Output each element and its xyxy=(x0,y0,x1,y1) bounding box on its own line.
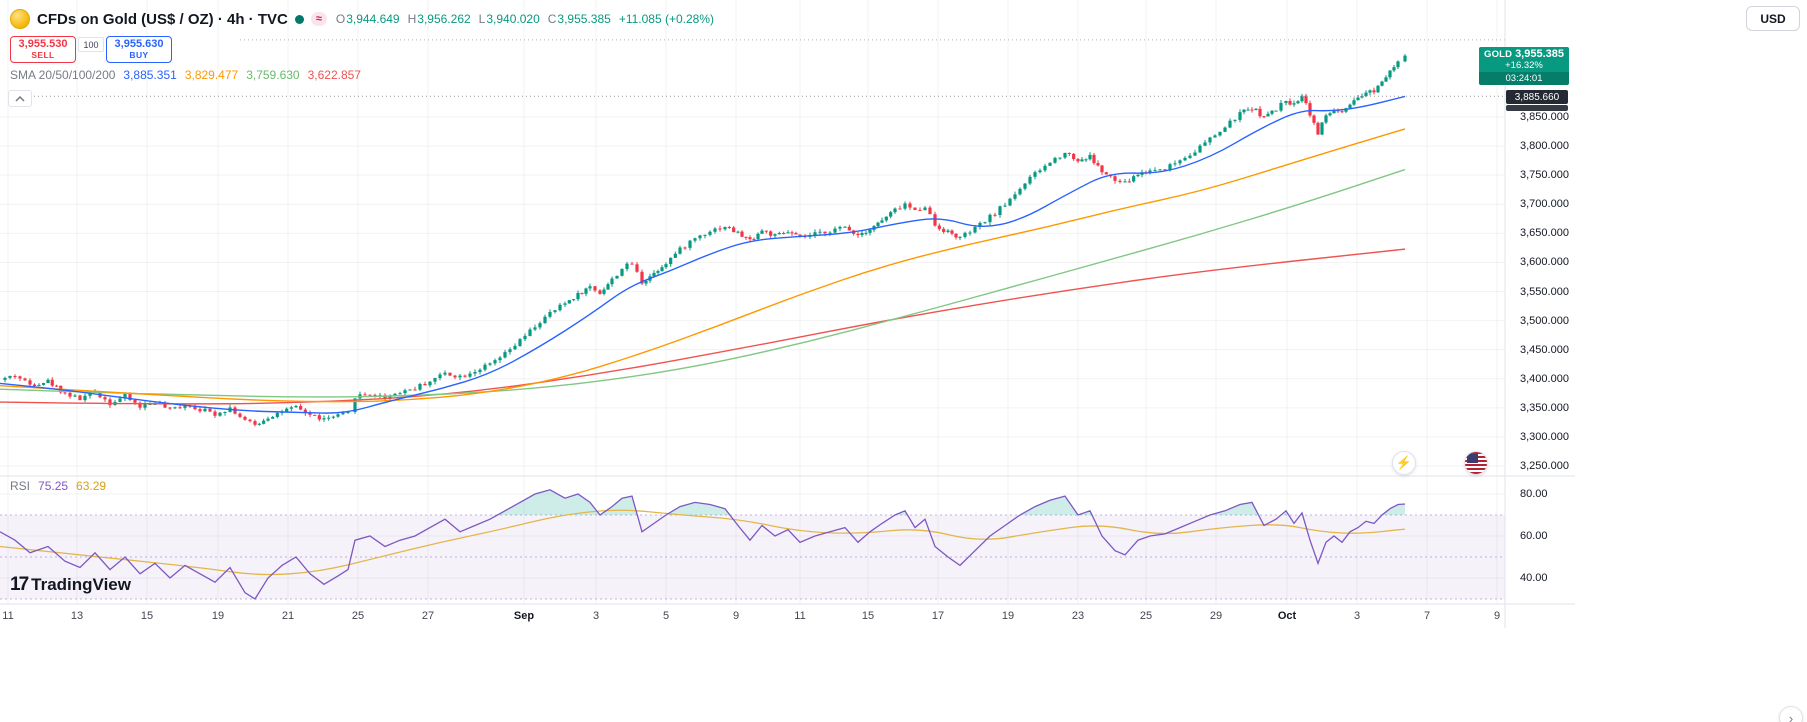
chevron-right-icon: › xyxy=(1788,710,1794,722)
price-axis-label: 3,300.000 xyxy=(1520,430,1569,443)
symbol-title[interactable]: CFDs on Gold (US$ / OZ) · 4h · TVC xyxy=(37,10,288,28)
time-axis-label: 23 xyxy=(1071,610,1085,622)
time-axis-label: 19 xyxy=(211,610,225,622)
sma200-value: 3,622.857 xyxy=(307,68,361,82)
badge-change-pct: +16.32% xyxy=(1505,60,1543,71)
sell-button[interactable]: 3,955.530 SELL xyxy=(10,36,76,63)
time-axis-label: 3 xyxy=(592,610,600,622)
time-axis-label: 17 xyxy=(931,610,945,622)
tradingview-logo[interactable]: 17 TradingView xyxy=(10,574,131,595)
time-axis-label: 15 xyxy=(861,610,875,622)
price-axis-label: 3,800.000 xyxy=(1520,140,1569,153)
time-axis-label: 15 xyxy=(140,610,154,622)
pane-collapse-button[interactable] xyxy=(8,90,32,107)
time-axis-label: Sep xyxy=(513,610,535,622)
time-axis-label: 9 xyxy=(732,610,740,622)
time-axis-label: 7 xyxy=(1423,610,1431,622)
price-axis-label: 3,450.000 xyxy=(1520,343,1569,356)
price-axis-label: 3,550.000 xyxy=(1520,285,1569,298)
gold-coin-icon xyxy=(10,9,30,29)
price-axis-label: 3,600.000 xyxy=(1520,256,1569,269)
market-status-icon xyxy=(294,14,304,24)
time-axis[interactable]: 11 13 15 19 21 25 27 Sep 3 5 9 11 15 17 19 23 25 29 Oct 3 7 9 xyxy=(0,604,1807,630)
rsi-legend-label[interactable]: RSI xyxy=(10,479,31,493)
rsi-axis-label: 40.00 xyxy=(1520,572,1548,584)
tradingview-mark-icon: 17 xyxy=(10,574,29,595)
indicator-price-badge: 3,885.660 xyxy=(1506,90,1568,104)
time-axis-label: 19 xyxy=(1001,610,1015,622)
time-axis-label: 25 xyxy=(1139,610,1153,622)
badge-symbol: GOLD xyxy=(1484,48,1513,60)
badge-countdown: 03:24:01 xyxy=(1479,72,1569,85)
badge-price: 3,955.385 xyxy=(1515,48,1564,60)
buy-price: 3,955.630 xyxy=(114,38,164,51)
ohlc-close: C3,955.385 xyxy=(547,12,611,26)
scroll-right-button[interactable]: › xyxy=(1779,706,1803,722)
time-axis-label: Oct xyxy=(1277,610,1297,622)
indicator-price-badge-partial xyxy=(1506,105,1568,111)
currency-button[interactable]: USD xyxy=(1746,6,1800,31)
sma-legend-label[interactable]: SMA 20/50/100/200 xyxy=(10,68,116,82)
sma20-value: 3,885.351 xyxy=(123,68,177,82)
time-axis-label: 3 xyxy=(1353,610,1361,622)
price-axis-label: 3,250.000 xyxy=(1520,460,1569,472)
ohlc-low: L3,940.020 xyxy=(478,12,540,26)
time-axis-label: 11 xyxy=(794,610,806,622)
rsi-axis-label: 80.00 xyxy=(1520,488,1548,500)
ohlc-readout: O3,944.649 H3,956.262 L3,940.020 C3,955.… xyxy=(336,12,714,26)
time-axis-label: 29 xyxy=(1209,610,1223,622)
last-price-badge: GOLD 3,955.385 +16.32% 03:24:01 xyxy=(1479,47,1569,85)
time-axis-label: 13 xyxy=(70,610,84,622)
sma-legend: SMA 20/50/100/200 3,885.351 3,829.477 3,… xyxy=(10,68,361,82)
price-axis-label: 3,350.000 xyxy=(1520,401,1569,414)
price-axis-label: 3,850.000 xyxy=(1520,111,1569,123)
sma50-value: 3,829.477 xyxy=(184,68,239,82)
time-axis-label: 21 xyxy=(281,610,295,622)
symbol-header: CFDs on Gold (US$ / OZ) · 4h · TVC ≈ O3,… xyxy=(10,7,714,31)
time-axis-label: 27 xyxy=(421,610,435,622)
ohlc-high: H3,956.262 xyxy=(407,12,471,26)
price-axis-label: 3,400.000 xyxy=(1520,372,1569,385)
price-axis-label: 3,750.000 xyxy=(1520,169,1569,182)
approx-icon: ≈ xyxy=(310,12,327,26)
ohlc-change: +11.085 (+0.28%) xyxy=(618,12,714,26)
rsi-value: 75.25 xyxy=(38,479,69,493)
sell-price: 3,955.530 xyxy=(18,38,68,51)
buy-button[interactable]: 3,955.630 BUY xyxy=(106,36,172,63)
spread-value: 100 xyxy=(78,37,104,52)
rsi-legend: RSI 75.25 63.29 xyxy=(10,479,106,493)
sma100-value: 3,759.630 xyxy=(246,68,300,82)
chevron-up-icon xyxy=(15,95,25,102)
time-axis-label: 5 xyxy=(662,610,670,622)
time-axis-label: 11 xyxy=(2,610,14,622)
boost-button[interactable]: ⚡ xyxy=(1392,451,1416,475)
price-axis-label: 3,700.000 xyxy=(1520,198,1569,211)
rsi-axis-label: 60.00 xyxy=(1520,530,1548,542)
time-axis-label: 25 xyxy=(351,610,365,622)
price-axis-label: 3,650.000 xyxy=(1520,227,1569,240)
rsi-ma-value: 63.29 xyxy=(76,479,107,493)
lightning-icon: ⚡ xyxy=(1395,455,1413,470)
time-axis-label: 9 xyxy=(1493,610,1501,622)
price-axis-label: 3,500.000 xyxy=(1520,314,1569,327)
price-axis[interactable]: 3,850.000 3,800.000 3,750.000 3,700.000 3,65… xyxy=(1505,0,1625,630)
us-flag-button[interactable] xyxy=(1464,451,1488,475)
ohlc-open: O3,944.649 xyxy=(335,12,400,26)
trade-panel: 3,955.530 SELL 100 3,955.630 BUY xyxy=(10,36,172,63)
